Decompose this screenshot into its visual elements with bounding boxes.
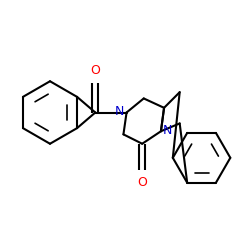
Text: O: O bbox=[137, 176, 147, 189]
Text: O: O bbox=[90, 64, 100, 77]
Text: N: N bbox=[115, 105, 124, 118]
Text: N: N bbox=[163, 124, 172, 137]
